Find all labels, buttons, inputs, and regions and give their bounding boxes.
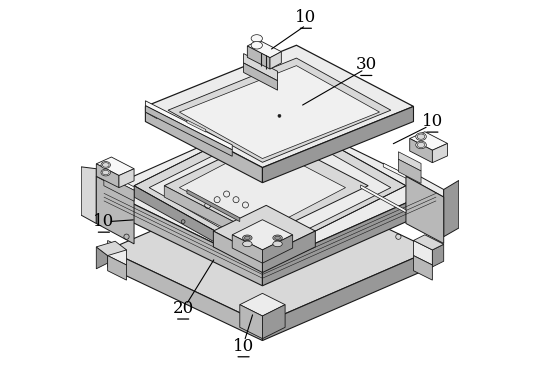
Ellipse shape xyxy=(242,241,252,247)
Polygon shape xyxy=(262,106,414,183)
Polygon shape xyxy=(383,163,406,178)
Polygon shape xyxy=(134,114,406,257)
Polygon shape xyxy=(81,167,96,224)
Ellipse shape xyxy=(417,134,425,139)
Polygon shape xyxy=(262,305,285,339)
Polygon shape xyxy=(410,132,448,150)
Polygon shape xyxy=(134,186,262,269)
Polygon shape xyxy=(433,244,444,267)
Polygon shape xyxy=(96,169,134,197)
Polygon shape xyxy=(107,176,433,324)
Polygon shape xyxy=(96,247,107,269)
Polygon shape xyxy=(399,152,421,171)
Ellipse shape xyxy=(245,236,250,240)
Polygon shape xyxy=(414,235,444,250)
Polygon shape xyxy=(145,101,232,150)
Ellipse shape xyxy=(417,142,425,147)
Text: 10: 10 xyxy=(422,113,443,130)
Polygon shape xyxy=(104,171,134,190)
Polygon shape xyxy=(187,120,206,132)
Polygon shape xyxy=(361,185,406,213)
Text: 10: 10 xyxy=(93,213,114,230)
Polygon shape xyxy=(262,231,315,273)
Text: 30: 30 xyxy=(356,56,377,74)
Text: 10: 10 xyxy=(295,9,316,26)
Polygon shape xyxy=(145,106,157,119)
Polygon shape xyxy=(213,205,315,257)
Polygon shape xyxy=(244,53,278,81)
Polygon shape xyxy=(244,63,278,90)
Ellipse shape xyxy=(103,163,109,167)
Polygon shape xyxy=(149,124,391,252)
Polygon shape xyxy=(240,293,285,316)
Polygon shape xyxy=(213,231,262,273)
Ellipse shape xyxy=(416,133,427,140)
Polygon shape xyxy=(410,138,433,163)
Polygon shape xyxy=(107,250,262,341)
Polygon shape xyxy=(145,45,414,168)
Polygon shape xyxy=(96,157,134,175)
Polygon shape xyxy=(414,241,433,265)
Polygon shape xyxy=(444,180,459,237)
Ellipse shape xyxy=(251,41,262,49)
Polygon shape xyxy=(262,250,433,341)
Text: 10: 10 xyxy=(233,338,254,355)
Polygon shape xyxy=(399,159,421,183)
Polygon shape xyxy=(104,190,262,286)
Polygon shape xyxy=(232,220,293,250)
Polygon shape xyxy=(96,164,119,188)
Polygon shape xyxy=(270,52,281,69)
Ellipse shape xyxy=(275,236,280,240)
Ellipse shape xyxy=(273,241,282,247)
Polygon shape xyxy=(262,235,293,263)
Polygon shape xyxy=(187,190,240,222)
Polygon shape xyxy=(247,40,281,58)
Polygon shape xyxy=(164,135,368,237)
Polygon shape xyxy=(164,186,262,248)
Polygon shape xyxy=(168,58,391,162)
Polygon shape xyxy=(104,175,134,201)
Polygon shape xyxy=(104,112,436,267)
Ellipse shape xyxy=(101,161,111,168)
Ellipse shape xyxy=(273,235,282,241)
Polygon shape xyxy=(406,176,444,243)
Polygon shape xyxy=(240,305,262,339)
Polygon shape xyxy=(119,169,134,188)
Polygon shape xyxy=(232,235,262,263)
Polygon shape xyxy=(145,106,232,156)
Polygon shape xyxy=(96,241,126,255)
Polygon shape xyxy=(414,255,433,280)
Circle shape xyxy=(278,114,281,117)
Ellipse shape xyxy=(103,170,109,175)
Ellipse shape xyxy=(251,35,262,42)
Polygon shape xyxy=(406,169,444,197)
Ellipse shape xyxy=(416,141,427,149)
Polygon shape xyxy=(107,255,126,280)
Polygon shape xyxy=(107,241,126,265)
Ellipse shape xyxy=(242,235,252,241)
Polygon shape xyxy=(96,176,134,244)
Ellipse shape xyxy=(101,169,111,176)
Polygon shape xyxy=(262,190,436,286)
Polygon shape xyxy=(145,106,262,183)
Polygon shape xyxy=(179,66,380,158)
Polygon shape xyxy=(179,144,346,231)
Polygon shape xyxy=(433,143,448,163)
Text: 20: 20 xyxy=(172,300,194,317)
Polygon shape xyxy=(247,46,270,69)
